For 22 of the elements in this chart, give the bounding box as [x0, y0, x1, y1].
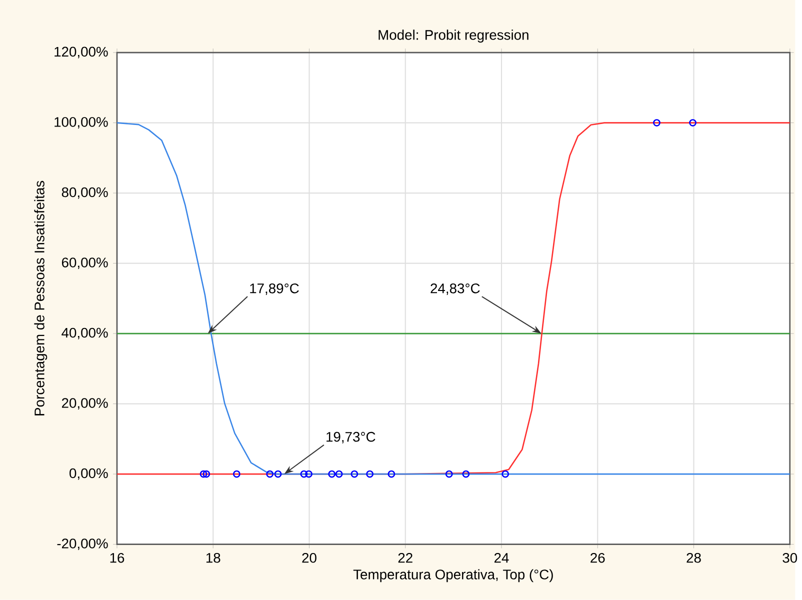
y-tick-label: 100,00% — [54, 117, 108, 129]
x-tick-label: 22 — [398, 553, 412, 563]
y-tick-label: 60,00% — [62, 258, 108, 270]
x-tick-label: 20 — [302, 553, 316, 563]
y-tick-label: 20,00% — [62, 398, 108, 410]
y-tick-label: -20,00% — [57, 538, 108, 550]
annotation: 24,83°C — [430, 284, 480, 296]
y-tick-label: 40,00% — [62, 328, 108, 340]
x-tick-label: 30 — [782, 553, 798, 563]
x-axis-title: Temperatura Operativa, Top (°C) — [353, 569, 553, 582]
y-axis-title: Porcentagem de Pessoas Insatisfeitas — [34, 180, 48, 416]
x-tick-label: 18 — [206, 553, 220, 563]
chart-title: Model: Probit regression — [378, 30, 528, 43]
x-tick-label: 28 — [686, 553, 701, 563]
y-tick-label: 80,00% — [62, 187, 108, 199]
y-tick-label: 0,00% — [70, 468, 108, 480]
annotation: 17,89°C — [250, 284, 299, 296]
x-tick-label: 24 — [494, 553, 509, 563]
x-tick-label: 26 — [590, 553, 605, 563]
y-tick-label: 120,00% — [54, 46, 108, 58]
x-tick-label: 16 — [110, 553, 124, 563]
annotation: 19,73°C — [326, 432, 376, 444]
